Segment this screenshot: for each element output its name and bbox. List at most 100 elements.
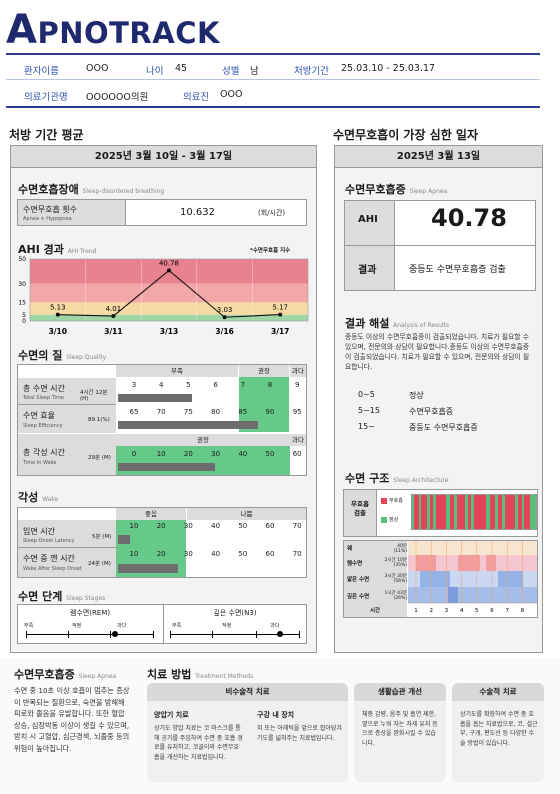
age-value: 45	[175, 63, 188, 74]
apnea-detect-label: 무호흡 검출	[351, 500, 369, 517]
ahi-point	[222, 315, 227, 320]
hospital-label: 의료기관명	[24, 92, 68, 103]
rem-scale-high: 과다	[117, 623, 127, 629]
legend-range-2: 15~	[358, 422, 375, 431]
sol-value: 5분 (M)	[92, 534, 112, 540]
apnea-event-segment	[457, 495, 465, 529]
age-label: 나이	[146, 66, 164, 77]
rem-scale-low: 부족	[24, 623, 34, 629]
rem-label: 렘수면(REM)	[69, 609, 111, 617]
legend-desc-2: 중등도 수면무호흡증	[409, 423, 478, 432]
ahi-data-label: 40.78	[159, 259, 179, 267]
oral-text: 혀 또는 아래턱을 앞으로 잡아당겨 기도를 넓혀주는 치료법입니다.	[257, 725, 342, 742]
bottom-apnea-text: 수면 중 10초 이상 호흡이 멈추는 증상이 반복되는 질환으로, 숙면을 방…	[14, 686, 130, 753]
legend-green-swatch	[381, 517, 387, 523]
left-section-title: 처방 기간 평균	[9, 128, 84, 142]
tick-label: 40	[238, 450, 248, 458]
tick-label: 10	[129, 522, 139, 530]
tick-label: 4	[158, 381, 164, 389]
stage-wake-label: 웨	[347, 546, 353, 552]
apnea-event-segment	[430, 495, 433, 529]
treat-title: 치료 방법 Treatment Methods	[147, 668, 254, 681]
tiw-head-recommended: 권장	[116, 434, 290, 446]
tick-label: 70	[156, 408, 166, 416]
eff-sublabel: Sleep Efficiency	[23, 423, 63, 429]
tick-label: 70	[292, 550, 302, 558]
tick-label: 60	[265, 522, 275, 530]
legend-range-1: 5~15	[358, 406, 380, 415]
ahi-count-unit: (회/시간)	[258, 209, 286, 217]
y-tick-label: 50	[18, 256, 26, 263]
tick-label: 50	[238, 550, 248, 558]
sex-value: 남	[250, 66, 259, 77]
apnea-event-segment	[421, 495, 427, 529]
apnea-event-segment	[498, 495, 502, 529]
tiw-bar	[118, 463, 215, 471]
legend-red-label: 무호흡	[389, 498, 403, 504]
interp-title: 결과 해설 Analysis of Results	[345, 317, 450, 330]
ahi-data-label: 3.03	[217, 306, 233, 314]
apnea-event-segment	[490, 495, 495, 529]
sol-sublabel: Sleep Onset Latency	[23, 538, 75, 544]
hour-tick-label: 7	[505, 608, 509, 614]
hour-tick-label: 2	[429, 608, 433, 614]
apnea-event-segment	[436, 495, 446, 529]
tick-label: 70	[292, 522, 302, 530]
stage-box	[17, 604, 307, 644]
ahi-data-label: 5.17	[272, 304, 288, 312]
x-tick-label: 3/11	[104, 327, 122, 336]
stage-deep-label: 깊은 수면	[347, 594, 370, 600]
apnea-title: 수면무호흡증 Sleep Apnea	[345, 183, 448, 196]
quality-head-recommended: 권장	[239, 365, 289, 377]
tick-label: 40	[211, 522, 221, 530]
tst-scale: 3 4 5 6 7 8 9	[116, 379, 306, 405]
header-divider-bottom	[6, 106, 540, 108]
hour-tick-label: 6	[490, 608, 494, 614]
ahi-data-label: 4.01	[106, 305, 122, 313]
waso-value: 24분 (M)	[88, 561, 111, 567]
apnea-event-segment	[524, 495, 530, 529]
sdb-title: 수면호흡장애 Sleep-disordered breathing	[18, 183, 165, 196]
legend-desc-0: 정상	[409, 391, 424, 400]
eff-label: 수면 효율	[23, 411, 55, 420]
ahi-band	[30, 314, 308, 321]
waso-bar	[118, 564, 178, 573]
apnea-event-segment	[450, 495, 454, 529]
ahi-point	[167, 268, 171, 273]
arch-title: 수면 구조 Sleep Architecture	[345, 472, 449, 485]
stage-rem-label: 렘수면	[347, 561, 363, 567]
apnea-detection-strip	[411, 494, 537, 530]
waso-label-cell: 수면 중 깬 시간 Wake After Sleep Onset 24분 (M)	[18, 548, 116, 577]
wake-head-bad: 나쁨	[187, 508, 306, 520]
x-tick-label: 3/17	[271, 327, 289, 336]
hour-tick-label: 4	[460, 608, 464, 614]
hospital-value: OOOOOO의원	[86, 92, 149, 103]
tick-label: 50	[265, 450, 275, 458]
tiw-label: 총 각성 시간	[23, 448, 65, 457]
legend-range-0: 0~5	[358, 390, 375, 399]
ahi-data-label: 5.13	[50, 304, 66, 312]
ahi-result-box	[344, 200, 536, 291]
header-divider	[6, 53, 540, 55]
quality-head-over: 과다	[290, 365, 306, 377]
tiw-sublabel: Time in Wake	[23, 460, 57, 466]
rem-scale-ok: 적정	[72, 623, 82, 629]
tick-label: 85	[238, 408, 248, 416]
sol-scale: 10 20 30 40 50 60 70	[116, 520, 306, 547]
stage-wake-dur: 40분 (11%)	[393, 544, 407, 554]
oral-title: 구강 내 장치	[257, 711, 295, 719]
eff-label-cell: 수면 효율 Sleep Efficiency 89.1(%)	[18, 405, 116, 433]
ahi-point	[111, 314, 116, 319]
nonsurgical-card: 비수술적 치료	[147, 683, 348, 782]
right-section-title: 수면무호흡이 가장 심한 일자	[333, 128, 479, 142]
stage-light-label: 얕은 수면	[347, 577, 370, 583]
quality-title: 수면의 질 Sleep Quality	[18, 349, 107, 362]
tst-value: 4시간 12분 (H)	[80, 390, 108, 402]
tick-label: 10	[129, 550, 139, 558]
n3-label: 깊은 수면(N3)	[213, 609, 257, 617]
n3-scale-high: 과다	[270, 623, 280, 629]
surgical-title: 수술적 치료	[452, 683, 544, 701]
hour-tick-label: 8	[521, 608, 525, 614]
legend-desc-1: 수면무호흡증	[409, 407, 454, 416]
rem-scale-line	[26, 634, 154, 635]
